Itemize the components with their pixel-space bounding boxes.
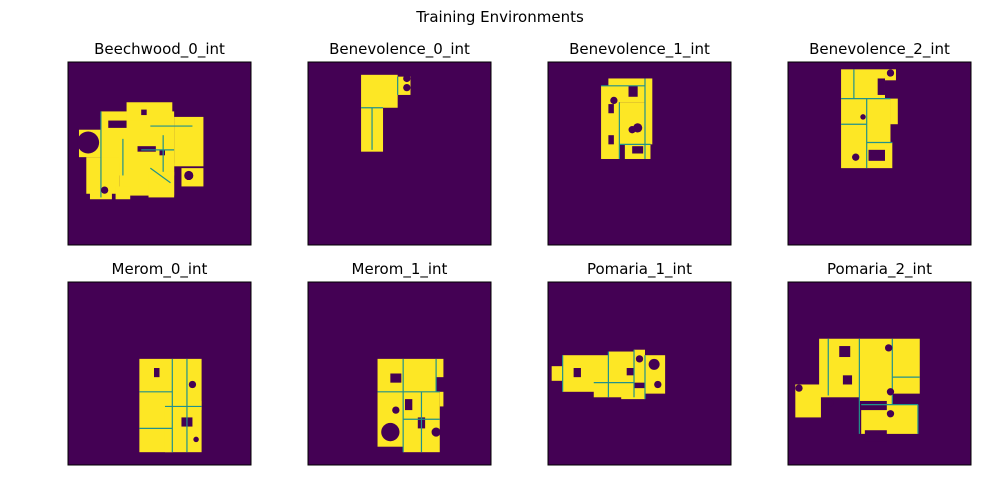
floor-region [361, 74, 398, 108]
furniture-obstacle [610, 96, 618, 105]
furniture-obstacle [795, 384, 803, 392]
map-frame [787, 281, 972, 466]
floor-region [436, 358, 444, 378]
map-frame [307, 61, 492, 246]
obstacle [141, 109, 147, 116]
panel: Merom_1_int [307, 260, 492, 466]
floor-region [621, 388, 645, 400]
panel-grid: Beechwood_0_int Benevolence_0_int Benevole… [67, 40, 972, 466]
floor-region [377, 358, 437, 392]
floor-region [601, 85, 620, 159]
map-frame [67, 281, 252, 466]
panel: Benevolence_0_int [307, 40, 492, 246]
panel: Pomaria_1_int [547, 260, 732, 466]
obstacle [877, 78, 885, 95]
floor-region [439, 391, 444, 407]
map-frame [787, 61, 972, 246]
obstacle [390, 373, 402, 383]
furniture-obstacle [852, 153, 860, 161]
floor-region [892, 338, 920, 394]
obstacle [628, 85, 638, 97]
figure-title: Training Environments [415, 8, 584, 26]
furniture-obstacle [392, 406, 400, 414]
panel-title: Pomaria_2_int [827, 260, 932, 279]
panel: Merom_0_int [67, 260, 252, 466]
obstacle [108, 120, 127, 128]
furniture-obstacle [77, 131, 100, 154]
furniture-obstacle [886, 69, 895, 77]
obstacle [868, 149, 885, 161]
panel-title: Benevolence_2_int [809, 40, 950, 59]
floor-region [634, 349, 645, 383]
obstacle [154, 368, 160, 378]
furniture-obstacle [188, 380, 197, 389]
obstacle [857, 400, 887, 411]
furniture-obstacle [826, 399, 834, 407]
wall-line [149, 167, 171, 184]
panel: Benevolence_2_int [787, 40, 972, 246]
furniture-obstacle [193, 436, 199, 443]
obstacle [404, 399, 413, 411]
furniture-obstacle [886, 410, 895, 418]
obstacle [137, 146, 156, 152]
floor-region [126, 102, 173, 121]
furniture-obstacle [884, 344, 893, 352]
furniture-obstacle [184, 170, 194, 181]
obstacle [626, 368, 635, 376]
furniture-obstacle [431, 427, 441, 437]
obstacle [573, 368, 581, 378]
furniture-obstacle [654, 380, 662, 389]
panel-title: Benevolence_1_int [569, 40, 710, 59]
furniture-obstacle [381, 422, 400, 442]
panel-title: Pomaria_1_int [587, 260, 692, 279]
obstacle [608, 104, 614, 114]
panel: Pomaria_2_int [787, 260, 972, 466]
furniture-obstacle [403, 83, 411, 92]
obstacle [159, 149, 165, 156]
obstacle [842, 375, 853, 385]
floor-region [115, 186, 131, 200]
map-frame [67, 61, 252, 246]
furniture-obstacle [648, 358, 660, 370]
floor-region [890, 98, 898, 125]
panel-title: Benevolence_0_int [329, 40, 470, 59]
floor-region [174, 116, 204, 167]
furniture-obstacle [635, 355, 644, 363]
panel: Benevolence_1_int [547, 40, 732, 246]
obstacle [608, 135, 614, 145]
panel: Beechwood_0_int [67, 40, 252, 246]
panel-title: Merom_0_int [112, 260, 208, 279]
floor-region [644, 78, 653, 145]
floor-region [608, 351, 635, 383]
furniture-obstacle [403, 74, 411, 83]
floor-region [866, 98, 891, 143]
floor-region [139, 428, 173, 453]
obstacle [864, 430, 887, 442]
map-frame [547, 281, 732, 466]
panel-title: Beechwood_0_int [94, 40, 225, 59]
furniture-obstacle [886, 388, 895, 396]
obstacle [632, 146, 644, 154]
map-frame [307, 281, 492, 466]
map-frame [547, 61, 732, 246]
panel-title: Merom_1_int [352, 260, 448, 279]
furniture-obstacle [628, 126, 636, 134]
furniture-obstacle [100, 186, 109, 194]
furniture-obstacle [860, 114, 866, 120]
obstacle [839, 346, 851, 358]
